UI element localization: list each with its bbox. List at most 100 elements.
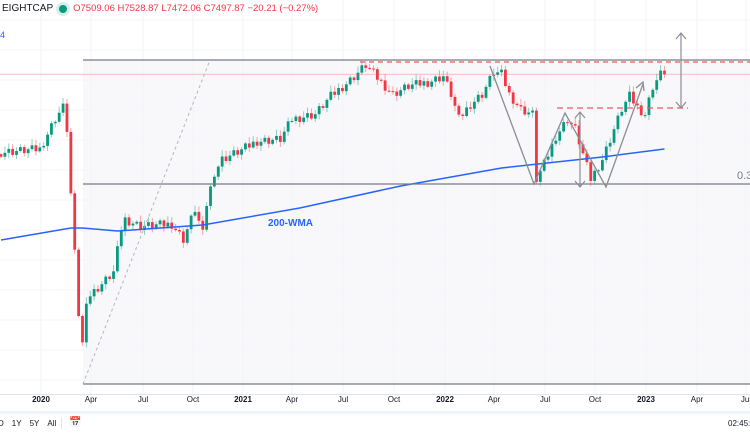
- candle-body: [119, 231, 123, 247]
- candle-body: [484, 86, 488, 98]
- candle-body: [255, 141, 259, 146]
- candle-body: [531, 110, 534, 113]
- candle-body: [38, 147, 42, 152]
- candle-body: [108, 276, 112, 279]
- candle-body: [655, 80, 659, 90]
- candle-body: [616, 115, 620, 130]
- candle-body: [329, 91, 333, 100]
- indicator-value: 4: [0, 30, 6, 40]
- candle-body: [624, 101, 628, 112]
- candle-body: [337, 88, 340, 95]
- range-all-button[interactable]: All: [47, 419, 57, 428]
- candle-body: [53, 121, 57, 124]
- candle-body: [205, 206, 209, 230]
- candle-body: [278, 135, 282, 142]
- candle-body: [46, 134, 49, 146]
- candle-body: [348, 77, 352, 85]
- candle-body: [418, 80, 422, 86]
- candle-body: [232, 150, 236, 156]
- candle-body: [267, 137, 271, 144]
- candle-body: [608, 142, 612, 147]
- price-chart[interactable]: [0, 0, 750, 395]
- candle-body: [81, 316, 84, 343]
- candle-body: [577, 125, 581, 145]
- ohlc-values: O7509.06 H7528.87 L7472.06 C7497.87 −20.…: [73, 3, 318, 14]
- candle-body: [150, 222, 154, 229]
- symbol-name[interactable]: EIGHTCAP: [2, 3, 54, 14]
- candle-body: [112, 271, 115, 279]
- candle-body: [356, 72, 360, 81]
- candle-body: [422, 81, 426, 86]
- candle-body: [3, 152, 7, 157]
- x-tick: 2023: [637, 395, 655, 404]
- candle-body: [251, 141, 255, 148]
- trend-dotted-line: [82, 59, 211, 385]
- high-value: H7528.87: [117, 3, 159, 14]
- time-axis[interactable]: 2020 Apr Jul Oct 2021 Apr Jul Oct 2022 A…: [0, 395, 750, 411]
- candle-body: [612, 129, 616, 143]
- candle-body: [306, 113, 309, 118]
- symbol-legend: EIGHTCAP O7509.06 H7528.87 L7472.06 C749…: [2, 3, 318, 14]
- candle-body: [275, 135, 278, 140]
- candle-body: [185, 229, 189, 243]
- double-bottom-pattern: [489, 65, 644, 189]
- candle-body: [535, 110, 538, 182]
- x-tick: Jul: [539, 395, 551, 404]
- candle-body: [395, 91, 399, 96]
- candle-body: [178, 230, 181, 232]
- market-status-icon: [59, 4, 68, 13]
- candle-body: [236, 150, 240, 155]
- candle-body: [647, 97, 651, 116]
- candle-body: [15, 151, 18, 155]
- candle-body: [77, 249, 80, 316]
- range-ytd-button[interactable]: D: [0, 419, 4, 428]
- candle-body: [538, 170, 542, 182]
- candle-body: [663, 70, 666, 75]
- candle-body: [181, 231, 185, 243]
- candle-body: [480, 94, 484, 98]
- candle-body: [224, 156, 228, 161]
- change-value: −20.21 (−0.27%): [247, 3, 319, 14]
- candle-body: [302, 117, 306, 123]
- wma-label: 200-WMA: [268, 218, 314, 229]
- candle-body: [457, 105, 461, 115]
- candle-body: [659, 70, 662, 81]
- candle-body: [581, 144, 585, 154]
- candle-body: [438, 76, 441, 82]
- candle-body: [19, 147, 22, 151]
- candle-body: [282, 131, 286, 142]
- candle-body: [216, 166, 220, 177]
- candle-body: [496, 72, 500, 75]
- range-5y-button[interactable]: 5Y: [29, 419, 40, 428]
- candle-body: [593, 170, 597, 181]
- candle-body: [166, 222, 170, 227]
- clock-time: 02:45:: [728, 419, 750, 428]
- candle-body: [88, 296, 92, 304]
- candle-body: [170, 222, 174, 229]
- candle-body: [597, 170, 600, 172]
- candle-body: [100, 284, 104, 292]
- candle-body: [488, 75, 492, 87]
- candle-body: [271, 139, 274, 144]
- candle-body: [500, 69, 503, 73]
- candle-body: [34, 145, 38, 152]
- candle-body: [453, 96, 457, 106]
- candle-body: [197, 211, 201, 221]
- candle-body: [65, 103, 69, 132]
- candle-body: [11, 148, 15, 155]
- candle-body: [379, 79, 383, 81]
- calendar-icon[interactable]: 📅: [69, 417, 82, 428]
- candle-body: [550, 143, 554, 157]
- candle-body: [465, 107, 468, 116]
- candle-body: [523, 106, 527, 115]
- candle-body: [620, 111, 624, 116]
- candle-body: [127, 217, 131, 226]
- candle-body: [546, 156, 550, 160]
- x-tick: 2021: [234, 395, 252, 404]
- range-1y-button[interactable]: 1Y: [11, 419, 22, 428]
- candle-body: [639, 105, 643, 116]
- open-value: O7509.06: [73, 3, 115, 14]
- highlight-region: [83, 60, 750, 384]
- candle-body: [154, 224, 158, 229]
- candle-body: [403, 84, 406, 91]
